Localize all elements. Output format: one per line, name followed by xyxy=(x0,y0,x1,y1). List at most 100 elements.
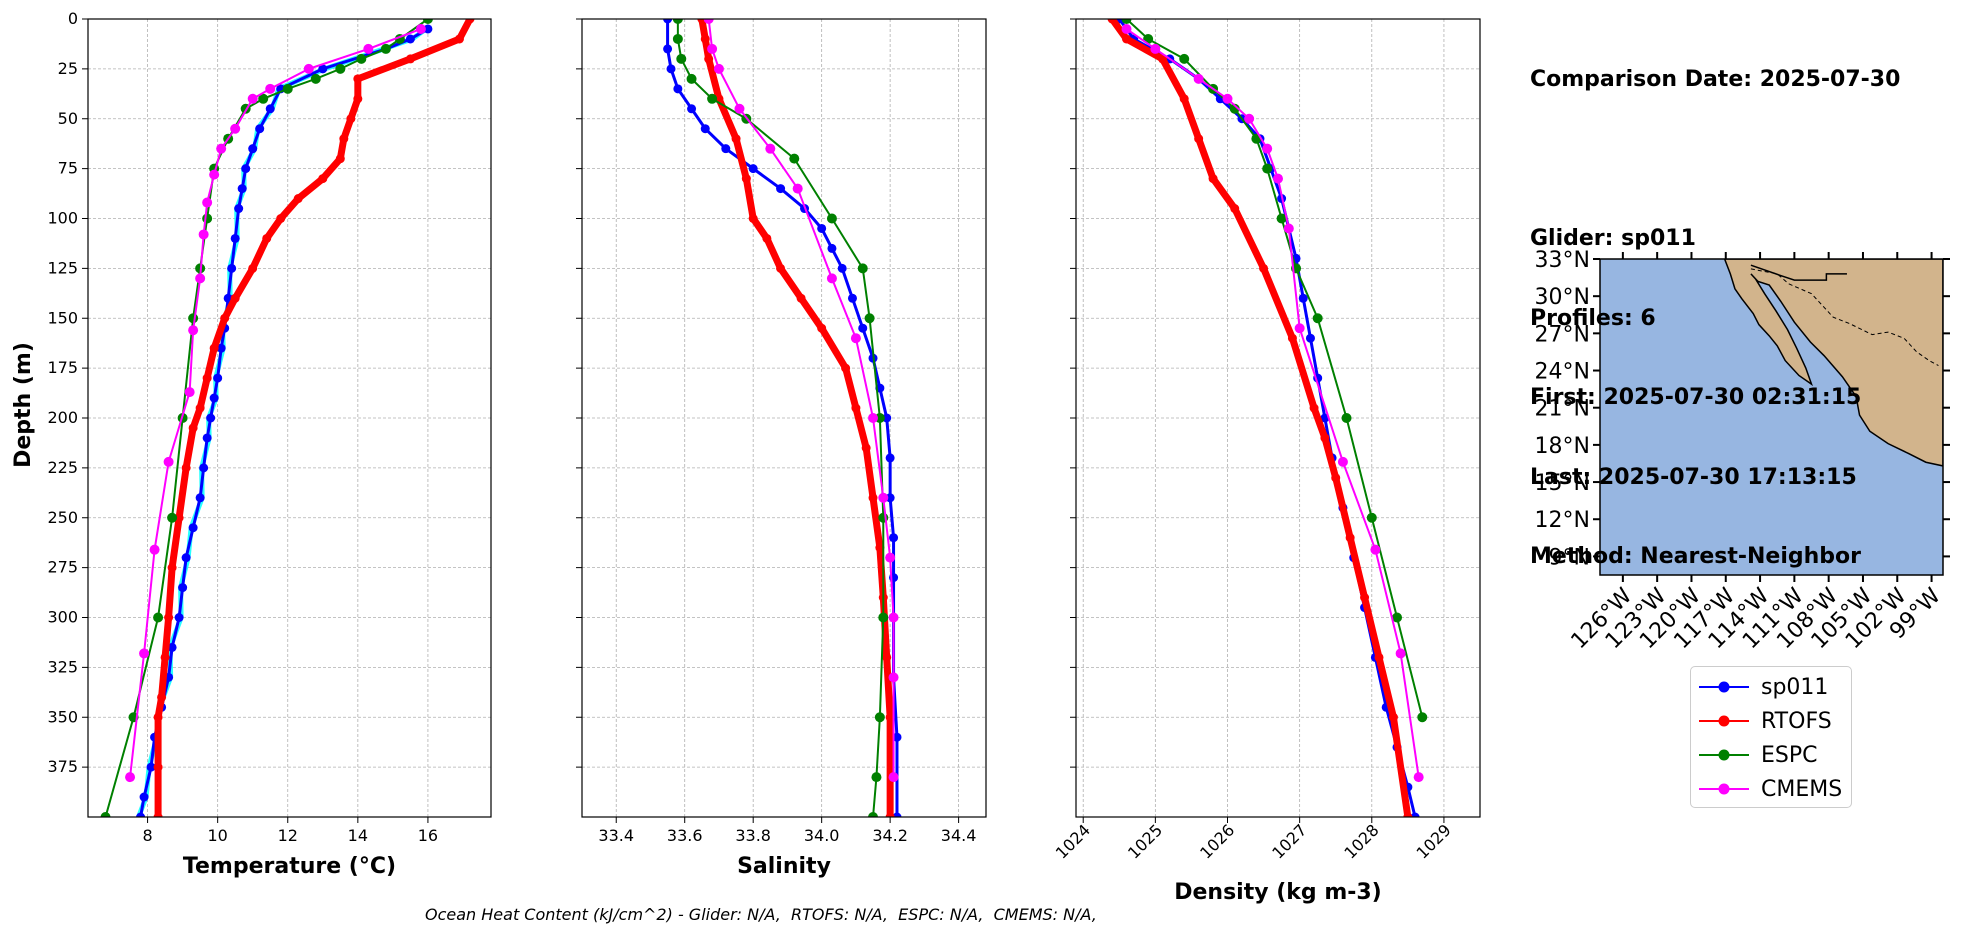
data-point xyxy=(1417,712,1428,723)
data-point xyxy=(363,43,374,54)
y-tick-label: 350 xyxy=(47,707,78,726)
x-tick-label: 33.4 xyxy=(598,826,634,845)
data-point xyxy=(227,263,237,273)
y-tick-label: 0 xyxy=(68,9,78,28)
density-panel: 1024 1025 1026 1027 1028 1029 Density (kg m-3) xyxy=(1052,18,1481,905)
data-point xyxy=(663,19,673,24)
data-point xyxy=(888,672,899,683)
data-point xyxy=(672,19,683,24)
data-point xyxy=(423,24,433,34)
x-tick-label: 33.8 xyxy=(735,826,771,845)
data-point xyxy=(734,103,745,114)
data-point xyxy=(885,493,895,503)
data-point xyxy=(1345,533,1355,543)
data-point xyxy=(868,493,878,503)
data-point xyxy=(700,34,710,44)
data-point xyxy=(237,184,247,194)
data-point xyxy=(687,104,697,114)
data-point xyxy=(1229,103,1240,114)
data-point xyxy=(885,812,895,817)
data-point xyxy=(704,54,714,64)
x-tick-label: 1024 xyxy=(1052,820,1094,862)
data-point xyxy=(1341,413,1352,423)
data-point xyxy=(1208,174,1218,184)
data-point xyxy=(195,273,206,284)
data-point xyxy=(686,73,697,84)
series-line xyxy=(1118,19,1417,817)
x-tick-label: 1027 xyxy=(1268,820,1310,862)
data-point xyxy=(153,712,163,722)
data-point xyxy=(888,612,899,623)
data-point xyxy=(888,772,899,783)
profile-count: Profiles: 6 xyxy=(1530,305,1656,331)
data-point xyxy=(776,184,786,194)
data-point xyxy=(1305,333,1315,343)
data-point xyxy=(184,387,195,398)
data-point xyxy=(1395,648,1406,659)
data-point xyxy=(882,413,892,423)
data-point xyxy=(1320,433,1330,443)
data-point xyxy=(868,413,879,423)
data-point xyxy=(885,712,895,722)
data-point xyxy=(230,233,240,243)
data-point xyxy=(422,19,433,24)
data-point xyxy=(776,263,786,273)
data-point xyxy=(188,423,198,433)
series-cmems xyxy=(1121,23,1424,783)
data-point xyxy=(1287,333,1297,343)
data-point xyxy=(826,213,837,224)
data-point xyxy=(841,363,851,373)
data-point xyxy=(181,463,191,473)
data-point xyxy=(1312,313,1323,324)
data-point xyxy=(1403,812,1413,817)
data-point xyxy=(195,493,205,503)
data-point xyxy=(1121,23,1132,34)
legend-item-sp011: sp011 xyxy=(1697,671,1828,703)
comparison-date: Comparison Date: 2025-07-30 xyxy=(1530,67,1901,92)
land xyxy=(1723,259,1943,467)
data-point xyxy=(282,83,293,94)
data-point xyxy=(892,812,902,817)
map-lat-label: 30°N xyxy=(1535,285,1590,310)
data-point xyxy=(100,812,111,817)
data-point xyxy=(380,43,391,54)
data-point xyxy=(1331,473,1341,483)
data-point xyxy=(700,124,710,134)
data-point xyxy=(847,293,857,303)
map-lat-label: 9°N xyxy=(1549,545,1590,570)
data-point xyxy=(163,456,174,467)
series-line xyxy=(129,28,422,778)
data-point xyxy=(310,73,321,84)
data-point xyxy=(346,114,356,124)
data-point xyxy=(353,94,363,104)
y-tick-label: 150 xyxy=(47,308,78,327)
data-point xyxy=(318,64,328,74)
data-point xyxy=(864,313,875,324)
data-point xyxy=(868,812,879,817)
data-point xyxy=(1179,94,1189,104)
data-point xyxy=(136,812,146,817)
series-line xyxy=(698,19,894,817)
x-tick-label: 14 xyxy=(348,826,368,845)
data-point xyxy=(762,233,772,243)
map-lat-label: 18°N xyxy=(1535,434,1590,459)
data-point xyxy=(892,732,902,742)
data-point xyxy=(857,263,868,274)
data-point xyxy=(676,53,687,64)
data-point xyxy=(792,183,803,194)
data-point xyxy=(241,164,251,174)
data-point xyxy=(1121,19,1132,24)
data-point xyxy=(181,553,191,563)
y-tick-label: 225 xyxy=(47,458,78,477)
map-lat-label: 33°N xyxy=(1535,248,1590,273)
x-tick-label: 1026 xyxy=(1196,820,1238,862)
data-point xyxy=(748,164,758,174)
x-tick-label: 12 xyxy=(278,826,298,845)
data-point xyxy=(356,53,367,64)
data-point xyxy=(153,762,163,772)
data-point xyxy=(827,243,837,253)
data-point xyxy=(875,543,885,553)
y-tick-label: 300 xyxy=(47,608,78,627)
data-point xyxy=(672,33,683,44)
data-point xyxy=(885,453,895,463)
